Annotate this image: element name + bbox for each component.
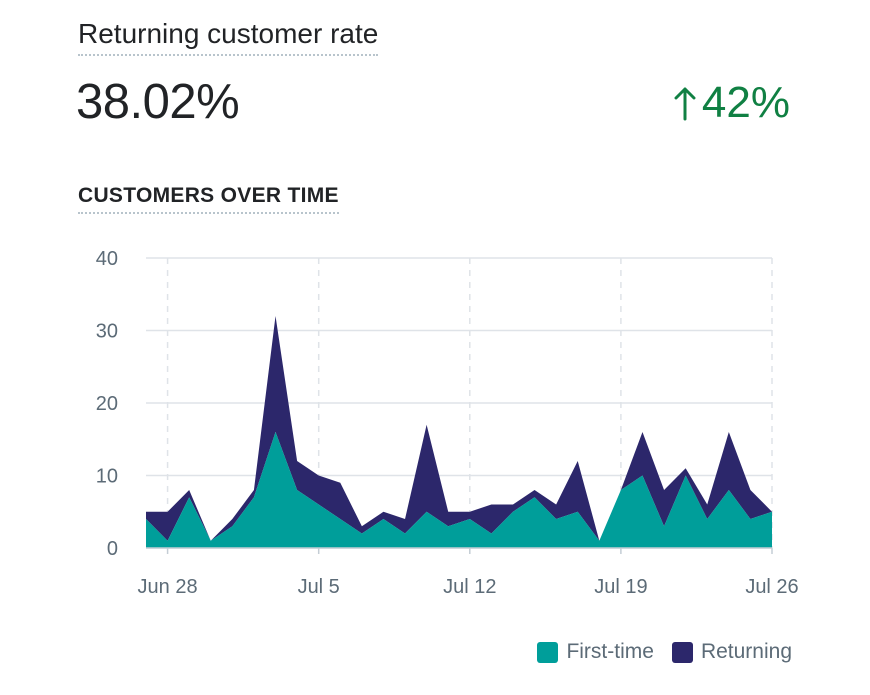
metric-change: 42% [674, 78, 790, 128]
chart-title[interactable]: CUSTOMERS OVER TIME [78, 184, 339, 214]
y-tick-label: 10 [96, 466, 118, 488]
customers-over-time-chart: 0 10 20 30 40 Jun 28 Jul 5 Jul 12 Jul 19 Jul 26 [96, 248, 799, 598]
first-time-swatch [537, 641, 559, 663]
y-tick-label: 40 [96, 248, 118, 270]
chart-legend: First-time Returning [537, 640, 792, 664]
returning-area [146, 316, 772, 541]
x-tick-label: Jul 5 [298, 576, 340, 598]
x-tick-label: Jul 19 [594, 576, 647, 598]
metric-title[interactable]: Returning customer rate [78, 18, 379, 56]
y-tick-label: 20 [96, 393, 118, 415]
arrow-up-icon [674, 87, 696, 121]
legend-item-returning[interactable]: Returning [671, 640, 792, 664]
x-tick-label: Jul 26 [745, 576, 798, 598]
legend-label-returning: Returning [700, 640, 792, 663]
metric-value: 38.02% [76, 75, 240, 129]
legend-item-first-time[interactable]: First-time [537, 640, 654, 664]
first-time-area [146, 432, 772, 548]
x-tick-label: Jun 28 [138, 576, 198, 598]
legend-label-first-time: First-time [566, 640, 654, 663]
returning-swatch [671, 641, 693, 663]
y-tick-label: 30 [96, 321, 118, 343]
x-tick-label: Jul 12 [443, 576, 496, 598]
metric-change-value: 42% [701, 78, 790, 127]
y-tick-label: 0 [107, 538, 118, 560]
